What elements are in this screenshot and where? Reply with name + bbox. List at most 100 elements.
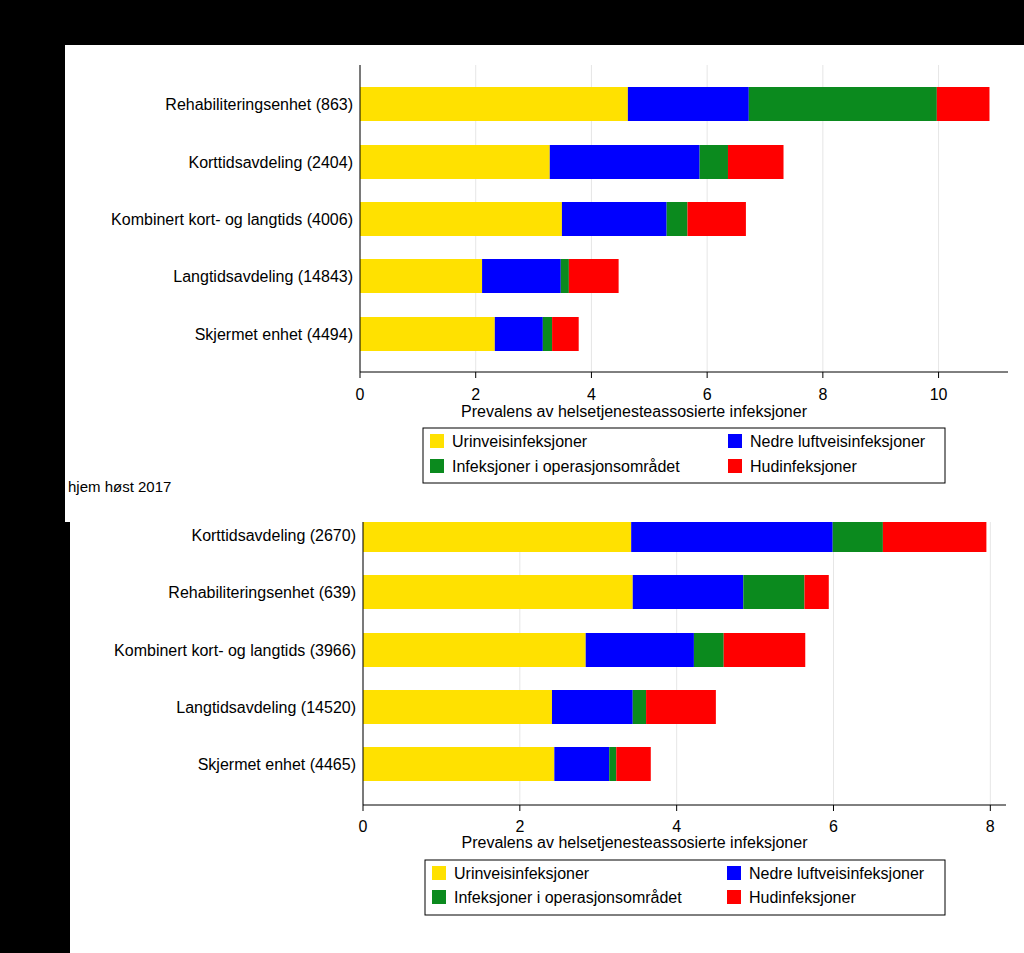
bar: [554, 747, 609, 781]
tick-mark: [363, 805, 364, 811]
bar: [687, 202, 745, 236]
axis-title: Prevalens av helsetjenesteassosierte inf…: [462, 834, 809, 851]
bar: [552, 317, 579, 351]
category-label: Skjermet enhet (4465): [198, 756, 356, 773]
page: Korttidsavdeling (2670) Rehabiliteringsen…: [0, 0, 1024, 953]
bar: [562, 202, 667, 236]
y-axis: [363, 505, 364, 805]
tick-mark: [591, 372, 592, 378]
legend-label: Urinveisinfeksjoner: [452, 433, 588, 450]
bar: [360, 202, 562, 236]
bars: [363, 518, 986, 781]
legend-swatch: [727, 890, 741, 904]
tick-label: 0: [359, 818, 368, 835]
tick-label: 2: [471, 386, 480, 403]
bars: [360, 87, 989, 351]
bar: [749, 87, 937, 121]
bar: [633, 690, 646, 724]
category-label: Rehabiliteringsenhet (639): [168, 584, 356, 601]
bar: [552, 690, 633, 724]
tick-label: 4: [672, 818, 681, 835]
chart: Korttidsavdeling (2670) Rehabiliteringsen…: [70, 500, 1024, 953]
bar: [363, 518, 631, 552]
legend-swatch: [430, 434, 444, 448]
bar: [631, 518, 833, 552]
legend-label: Urinveisinfeksjoner: [454, 865, 590, 882]
bar: [482, 259, 561, 293]
bar: [363, 633, 586, 667]
bar: [543, 317, 552, 351]
legend-label: Hudinfeksjoner: [750, 458, 857, 475]
legend-swatch: [432, 890, 446, 904]
category-label: Korttidsavdeling (2670): [191, 527, 356, 544]
category-label: Korttidsavdeling (2404): [188, 154, 353, 171]
legend-label: Infeksjoner i operasjonsområdet: [452, 458, 680, 475]
tick-label: 8: [818, 386, 827, 403]
bar: [609, 747, 616, 781]
background: [0, 0, 1024, 953]
bar: [667, 202, 688, 236]
bar: [700, 145, 728, 179]
tick-label: 8: [986, 818, 995, 835]
bar: [360, 87, 628, 121]
category-label: Langtidsavdeling (14520): [176, 699, 356, 716]
tick-mark: [475, 372, 476, 378]
tick-mark: [833, 805, 834, 811]
legend-label: Nedre luftveisinfeksjoner: [749, 865, 925, 882]
chart: Rehabiliteringsenhet (863)Korttidsavdeli…: [65, 45, 1024, 522]
tick-label: 6: [703, 386, 712, 403]
bar: [628, 87, 749, 121]
tick-mark: [990, 805, 991, 811]
tick-mark: [822, 372, 823, 378]
category-label: Skjermet enhet (4494): [195, 326, 353, 343]
bar: [363, 747, 554, 781]
bar: [616, 747, 651, 781]
bar: [728, 145, 784, 179]
grid-line: [990, 505, 991, 805]
bar: [937, 87, 990, 121]
tick-mark: [360, 372, 361, 378]
grid-line: [363, 505, 364, 805]
legend-box: [423, 428, 945, 483]
legend-label: Nedre luftveisinfeksjoner: [750, 433, 926, 450]
bar: [586, 633, 694, 667]
bar: [360, 317, 495, 351]
tick-label: 10: [930, 386, 948, 403]
category-label: Kombinert kort- og langtids (4006): [111, 211, 353, 228]
category-label: Kombinert kort- og langtids (3966): [114, 642, 356, 659]
bar: [833, 518, 883, 552]
annotation: hjem høst 2017: [68, 478, 171, 495]
bar: [360, 259, 482, 293]
legend-swatch: [430, 459, 444, 473]
bar: [646, 690, 716, 724]
grid-line: [360, 65, 361, 372]
tick-mark: [938, 372, 939, 378]
bar: [363, 575, 633, 609]
bar: [360, 145, 550, 179]
legend-label: Infeksjoner i operasjonsområdet: [454, 889, 682, 906]
legend-label: Hudinfeksjoner: [749, 889, 856, 906]
bar: [883, 518, 987, 552]
tick-mark: [676, 805, 677, 811]
tick-label: 6: [829, 818, 838, 835]
legend-swatch: [728, 434, 742, 448]
tick-label: 2: [515, 818, 524, 835]
bar: [561, 259, 569, 293]
panel: [70, 500, 1024, 953]
bar: [363, 690, 552, 724]
legend-swatch: [728, 459, 742, 473]
tick-mark: [707, 372, 708, 378]
tick-label: 4: [587, 386, 596, 403]
bar: [633, 575, 744, 609]
tick-mark: [519, 805, 520, 811]
panel: [65, 45, 1024, 522]
legend-swatch: [727, 866, 741, 880]
bar: [804, 575, 828, 609]
legend-box: [425, 860, 945, 915]
x-axis: [360, 372, 1008, 373]
bar: [743, 575, 804, 609]
axis-title: Prevalens av helsetjenesteassosierte inf…: [461, 403, 808, 420]
bar: [694, 633, 724, 667]
x-axis: [363, 805, 1006, 806]
bar: [724, 633, 806, 667]
